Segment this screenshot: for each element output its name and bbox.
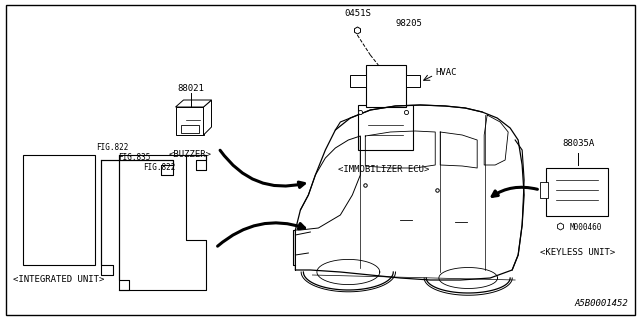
Bar — [366, 65, 406, 107]
Text: M000460: M000460 — [570, 222, 602, 231]
Bar — [540, 182, 548, 198]
Bar — [350, 75, 366, 87]
Text: <KEYLESS UNIT>: <KEYLESS UNIT> — [540, 248, 616, 257]
FancyArrowPatch shape — [218, 223, 305, 246]
Bar — [180, 125, 198, 133]
FancyArrowPatch shape — [492, 187, 538, 196]
Text: 88035A: 88035A — [562, 139, 594, 148]
FancyArrowPatch shape — [220, 150, 305, 188]
Text: <INTEGRATED UNIT>: <INTEGRATED UNIT> — [13, 275, 104, 284]
Bar — [358, 105, 413, 150]
Text: FIG.822: FIG.822 — [143, 163, 176, 172]
Bar — [175, 107, 204, 135]
Text: 0451S: 0451S — [344, 9, 371, 18]
Text: FIG.822: FIG.822 — [95, 143, 128, 152]
Text: FIG.835: FIG.835 — [118, 153, 151, 162]
Text: 88021: 88021 — [177, 84, 204, 93]
Text: <BUZZER>: <BUZZER> — [169, 150, 212, 159]
Polygon shape — [204, 100, 211, 135]
Text: 98205: 98205 — [396, 19, 422, 28]
Text: HVAC: HVAC — [435, 68, 457, 76]
Text: <IMMOBILIZER ECU>: <IMMOBILIZER ECU> — [338, 165, 429, 174]
Bar — [22, 155, 95, 265]
Text: A5B0001452: A5B0001452 — [574, 299, 628, 308]
Bar — [406, 75, 420, 87]
Polygon shape — [175, 100, 211, 107]
Bar — [546, 168, 608, 216]
